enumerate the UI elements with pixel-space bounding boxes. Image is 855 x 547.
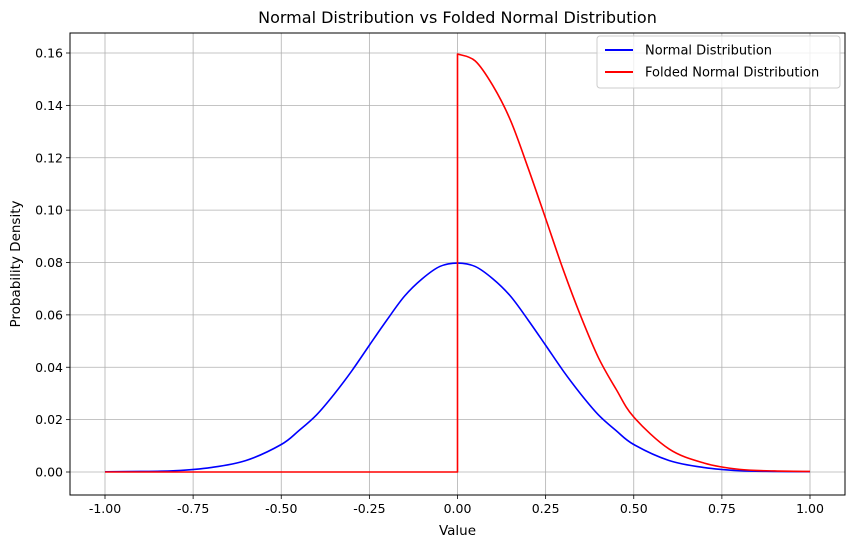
y-tick-label: 0.06 bbox=[35, 307, 63, 322]
y-tick-label: 0.00 bbox=[35, 465, 63, 480]
legend-label-folded: Folded Normal Distribution bbox=[645, 66, 819, 81]
x-tick-label: 1.00 bbox=[796, 501, 824, 516]
y-tick-label: 0.12 bbox=[35, 150, 63, 165]
x-tick-label: 0.25 bbox=[532, 501, 560, 516]
series-layer bbox=[104, 53, 811, 473]
x-tick-label: -0.75 bbox=[177, 501, 209, 516]
x-axis-label: Value bbox=[439, 523, 476, 539]
y-tick-label: 0.14 bbox=[35, 98, 63, 113]
x-axis: -1.00 -0.75 -0.50 -0.25 0.00 0.25 0.50 0.75 1.00 bbox=[89, 495, 824, 516]
x-tick-label: -0.25 bbox=[353, 501, 385, 516]
y-tick-label: 0.04 bbox=[35, 360, 63, 375]
y-tick-label: 0.08 bbox=[35, 255, 63, 270]
y-tick-label: 0.10 bbox=[35, 203, 63, 218]
y-tick-label: 0.16 bbox=[35, 46, 63, 61]
x-tick-label: 0.00 bbox=[444, 501, 472, 516]
x-tick-label: 0.75 bbox=[708, 501, 736, 516]
legend-box bbox=[596, 35, 841, 89]
legend: Normal Distribution Folded Normal Distri… bbox=[596, 35, 841, 89]
x-tick-label: -1.00 bbox=[89, 501, 121, 516]
legend-label-normal: Normal Distribution bbox=[645, 44, 772, 59]
x-tick-label: 0.50 bbox=[620, 501, 648, 516]
x-tick-label: -0.50 bbox=[265, 501, 297, 516]
y-axis-label: Probability Density bbox=[8, 201, 24, 328]
y-tick-label: 0.02 bbox=[35, 412, 63, 427]
chart-title: Normal Distribution vs Folded Normal Dis… bbox=[258, 8, 657, 27]
folded-normal-distribution-line bbox=[105, 53, 811, 473]
y-axis: 0.00 0.02 0.04 0.06 0.08 0.10 0.12 0.14 0.16 bbox=[35, 46, 70, 480]
